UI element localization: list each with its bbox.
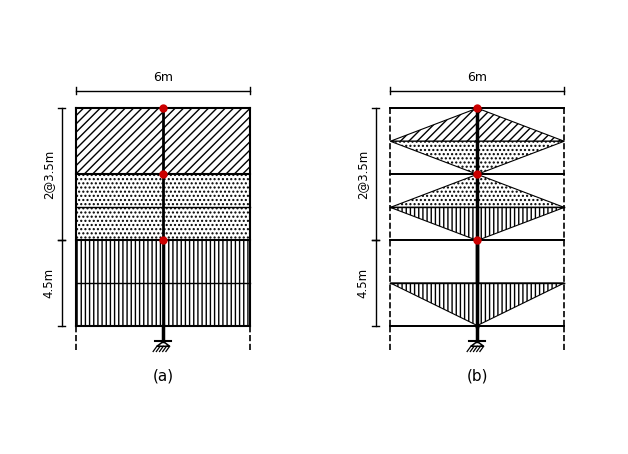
Polygon shape	[391, 141, 564, 174]
Text: 2@3.5m: 2@3.5m	[43, 150, 55, 199]
Polygon shape	[391, 108, 564, 141]
Text: 6m: 6m	[467, 71, 487, 84]
Text: 2@3.5m: 2@3.5m	[357, 150, 369, 199]
Text: (a): (a)	[153, 369, 174, 384]
Polygon shape	[391, 174, 564, 207]
Bar	[77, 174, 250, 241]
Text: 6m: 6m	[153, 71, 173, 84]
Text: 4.5m: 4.5m	[43, 268, 55, 298]
Polygon shape	[391, 283, 564, 326]
Polygon shape	[391, 207, 564, 241]
Bar	[77, 108, 250, 174]
Text: (b): (b)	[467, 369, 488, 384]
Text: 4.5m: 4.5m	[357, 268, 369, 298]
Bar	[77, 241, 250, 326]
